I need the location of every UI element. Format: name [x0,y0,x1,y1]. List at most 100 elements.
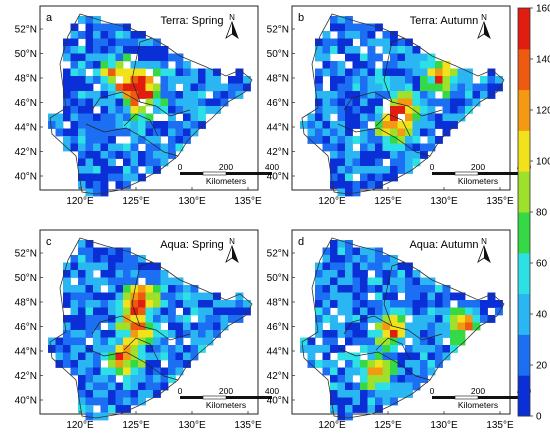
heatmap-cell [123,382,131,391]
heatmap-cell [63,98,71,107]
heatmap-cell [168,285,176,293]
heatmap-cell [375,83,383,92]
heatmap-cell [175,360,184,368]
heatmap-cell [70,76,79,84]
heatmap-cell [345,38,353,47]
heatmap-cell [405,292,413,301]
heatmap-cell [382,397,391,406]
heatmap-cell [352,307,361,316]
heatmap-cell [367,91,376,99]
heatmap-cell [100,38,109,47]
heatmap-cell [322,68,331,77]
heatmap-cell [352,382,361,391]
heatmap-cell [412,367,421,376]
heatmap-cell [108,128,116,137]
heatmap-cell [70,307,79,316]
colorbar-swatch [518,130,530,172]
heatmap-cell [153,98,161,107]
north-label: N [229,13,235,22]
heatmap-cell [337,173,346,182]
heatmap-cell [405,166,413,174]
heatmap-cell [465,315,473,323]
scale-bar-unit: Kilometers [206,176,246,186]
heatmap-cell [85,352,94,361]
heatmap-cell [145,46,154,54]
lat-label: 42°N [15,147,37,158]
heatmap-cell [330,277,338,286]
heatmap-cell [153,375,161,383]
heatmap-cell [352,277,361,286]
heatmap-cell [198,121,206,129]
colorbar-swatch [518,293,530,335]
heatmap-cell [123,121,131,129]
heatmap-cell [123,53,131,62]
heatmap-cell [420,367,428,376]
lat-label: 48°N [267,298,289,309]
heatmap-cell [100,83,109,92]
heatmap-cell [153,352,161,361]
heatmap-cell [85,188,94,197]
heatmap-cell [183,352,191,361]
heatmap-cell [427,307,436,316]
heatmap-cell [168,322,176,331]
heatmap-cell [330,136,338,144]
heatmap-cell [480,300,488,308]
heatmap-cell [397,128,406,137]
heatmap-cell [412,68,421,77]
heatmap-cell [55,352,64,361]
province-boundary [131,37,153,103]
heatmap-cell [93,53,101,62]
heatmap-cell [375,367,383,376]
heatmap-cell [220,307,229,316]
heatmap-cell [63,128,71,137]
heatmap-cell [175,277,184,286]
heatmap-cell [457,315,466,323]
heatmap-cell [175,285,184,293]
heatmap-cell [382,270,391,278]
lon-label: 125°E [374,420,402,431]
lon-label: 125°E [374,196,402,207]
heatmap-cell [63,113,71,122]
heatmap-cell [100,345,109,353]
heatmap-cell [345,121,353,129]
heatmap-cell [235,76,244,84]
heatmap-cell [405,262,413,271]
heatmap-cell [115,68,124,77]
heatmap-cell [367,38,376,47]
heatmap-cell [352,322,361,331]
heatmap-cell [100,23,109,32]
heatmap-cell [345,300,353,308]
heatmap-cell [153,106,161,114]
heatmap-cell [412,360,421,368]
heatmap-cell [108,98,116,107]
heatmap-cell [85,307,94,316]
lat-label: 46°N [15,322,37,333]
heatmap-cell [93,375,101,383]
heatmap-cell [307,352,316,361]
heatmap-cell [175,292,184,301]
lat-label: 40°N [267,396,289,407]
heatmap-cell [427,300,436,308]
heatmap-cell [345,188,353,197]
heatmap-cell [337,262,346,271]
heatmap-cell [337,98,346,107]
heatmap-cell [382,166,391,174]
heatmap-cell [130,345,139,353]
heatmap-cell [315,128,323,137]
heatmap-cell [375,390,383,398]
heatmap-cell [337,188,346,197]
heatmap-cell [108,151,116,159]
heatmap-cell [435,292,443,301]
heatmap-cell [93,292,101,301]
heatmap-cell [352,285,361,293]
heatmap-cell [63,83,71,92]
heatmap-cell [78,382,86,391]
province-boundary [383,261,405,327]
heatmap-cell [160,292,169,301]
scale-bar-tick-label: 200 [219,386,233,396]
heatmap-cell [93,46,101,54]
heatmap-cell [322,128,331,137]
heatmap-cell [495,300,503,308]
heatmap-cell [168,98,176,107]
heatmap-cell [63,136,71,144]
